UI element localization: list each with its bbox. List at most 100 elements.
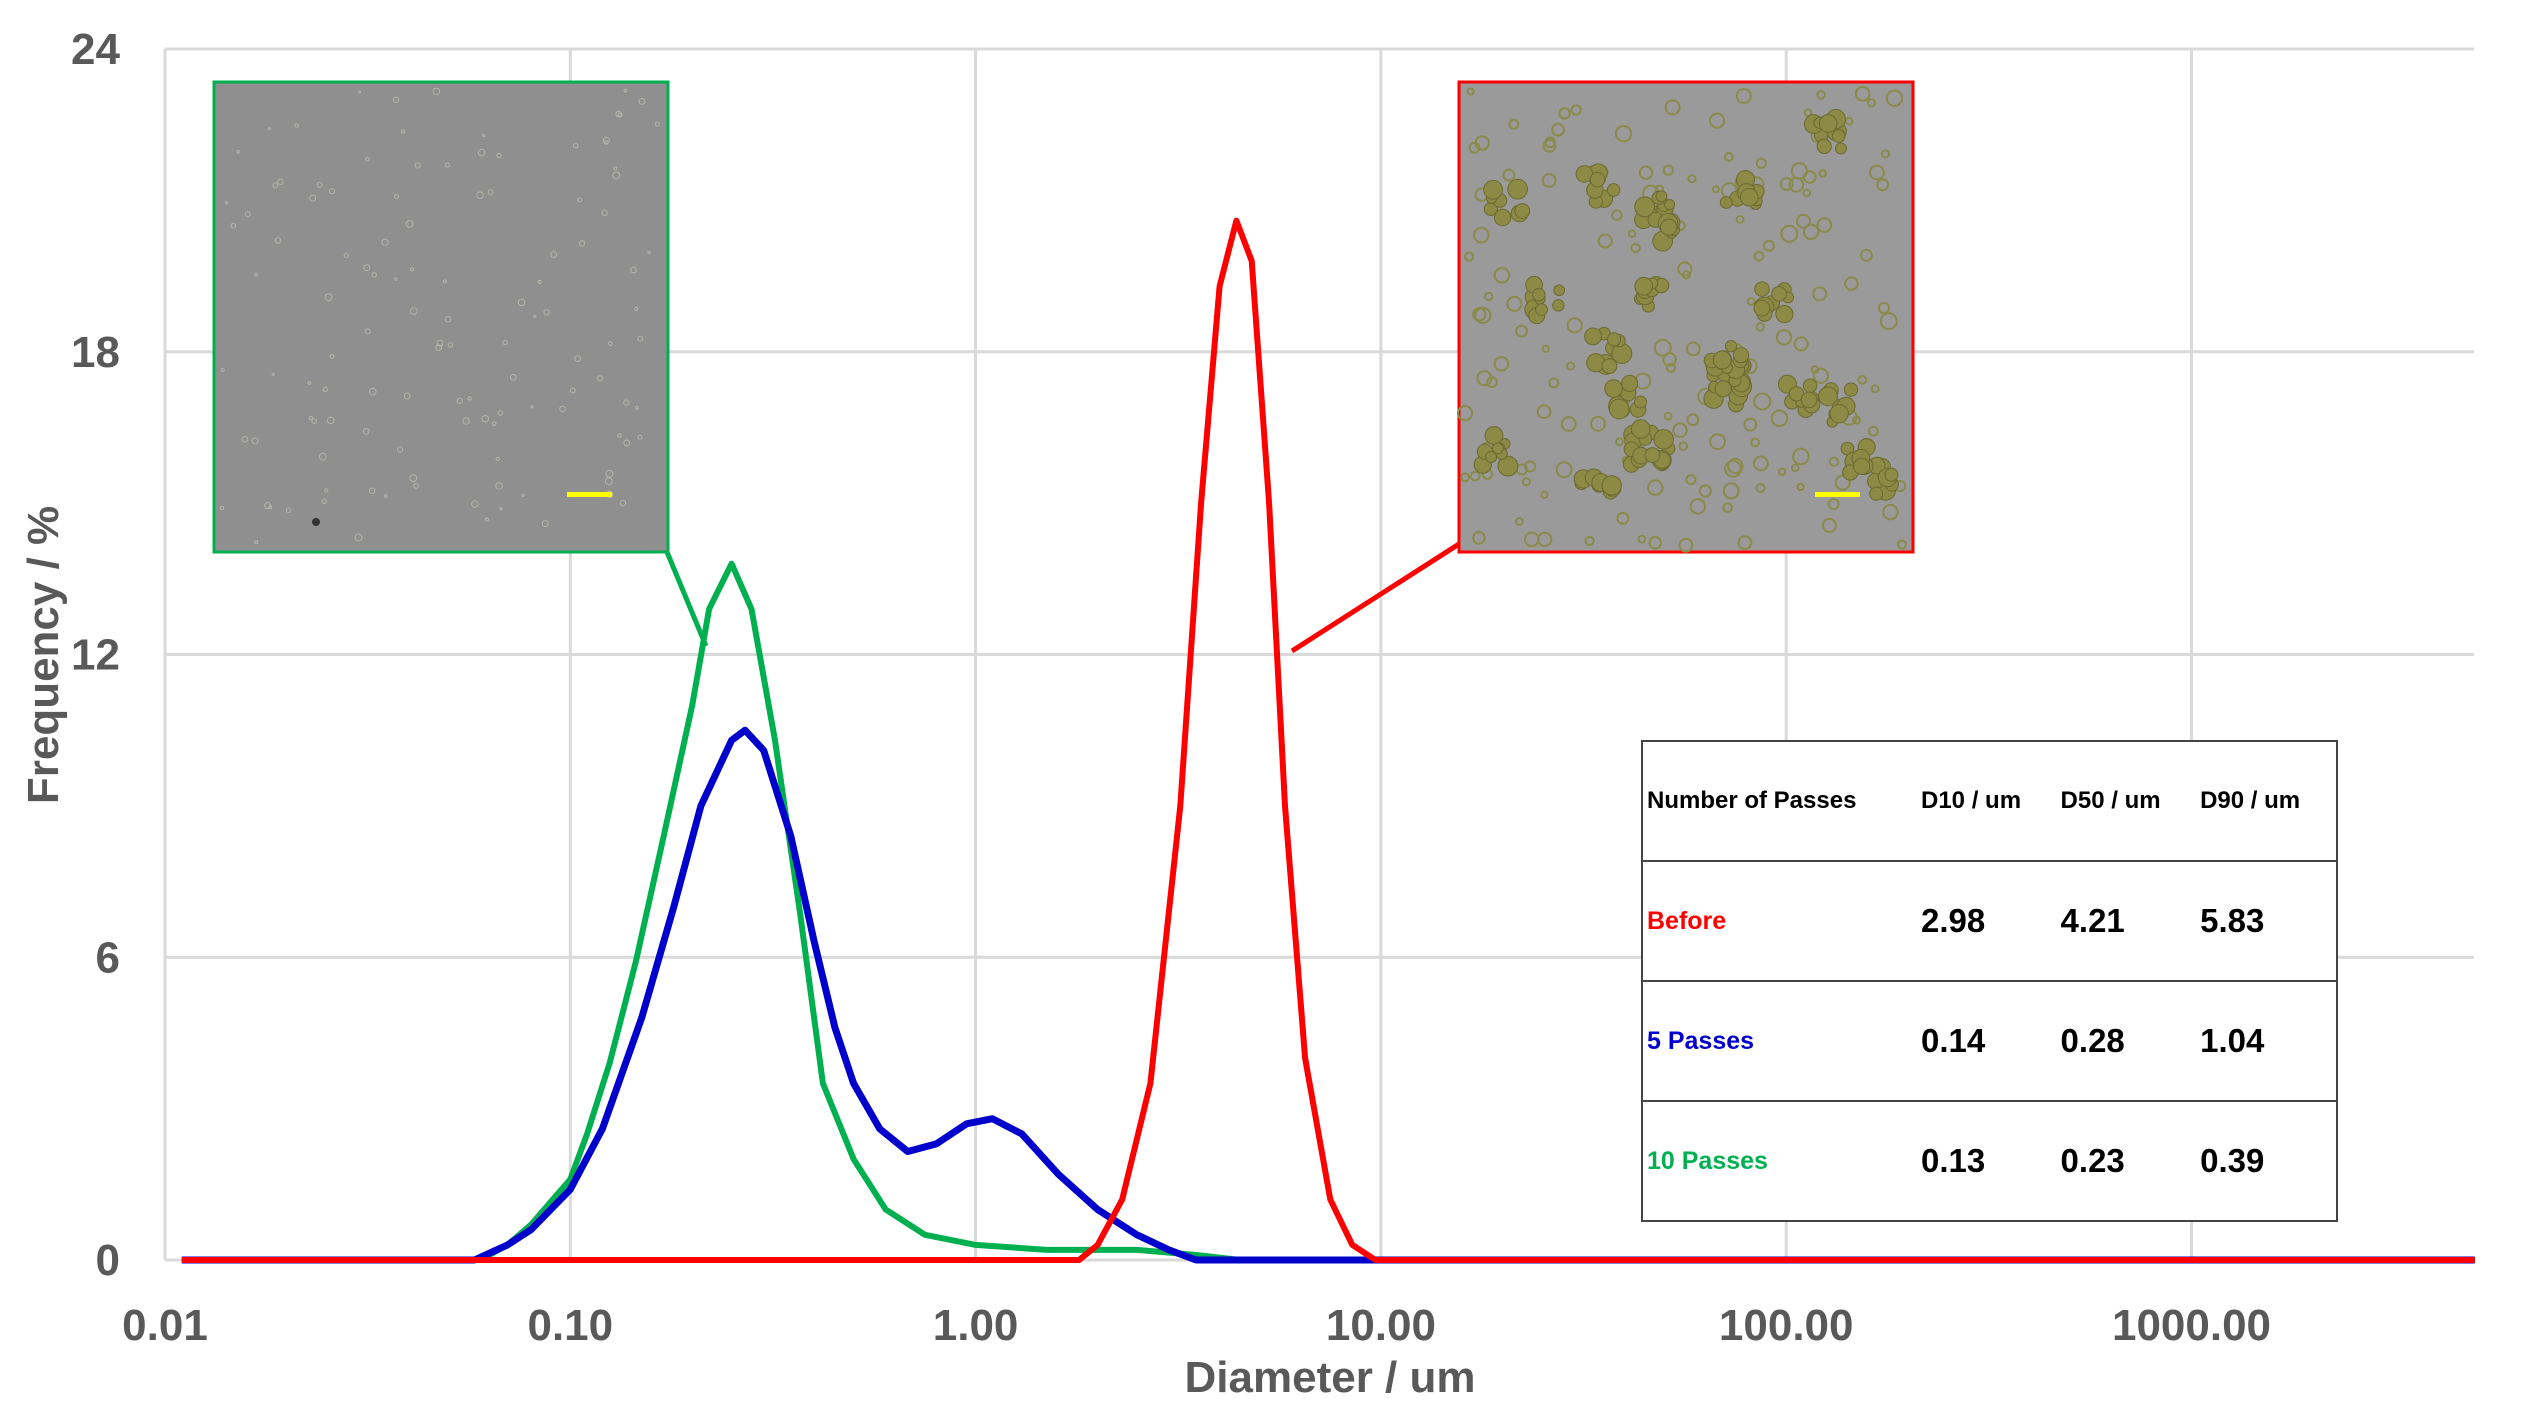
x-tick-label: 1000.00 — [2112, 1301, 2271, 1350]
particle — [623, 399, 630, 406]
particle — [393, 194, 399, 200]
particle — [477, 148, 486, 157]
particle — [541, 520, 549, 528]
aggregate — [1493, 208, 1512, 227]
particle — [1796, 482, 1805, 492]
particle — [219, 505, 225, 511]
particle — [381, 238, 389, 246]
table-row: Before 2.98 4.21 5.83 — [1642, 860, 2337, 981]
particle — [1870, 384, 1880, 394]
particle — [495, 456, 500, 462]
particle — [608, 341, 613, 347]
particle — [647, 250, 651, 255]
particle — [362, 428, 370, 435]
particle — [1614, 437, 1624, 447]
particle — [604, 140, 609, 145]
particle — [1880, 149, 1890, 159]
particle — [294, 123, 299, 128]
aggregate — [1719, 196, 1733, 209]
particle — [615, 110, 622, 118]
particle — [405, 220, 414, 228]
particle — [533, 314, 537, 318]
particle — [467, 396, 472, 401]
particle — [1476, 370, 1493, 387]
aggregate — [1714, 380, 1732, 398]
particle — [1537, 531, 1553, 548]
particle — [456, 397, 463, 404]
particle — [1724, 459, 1742, 478]
particle — [1818, 169, 1827, 178]
particle — [230, 222, 237, 229]
particle — [371, 272, 378, 278]
x-tick-label: 100.00 — [1719, 1301, 1854, 1350]
d10-value: 0.14 — [1917, 980, 2057, 1101]
particle — [1542, 139, 1557, 153]
particle — [354, 533, 363, 542]
particle — [1506, 295, 1523, 312]
particle — [1810, 365, 1820, 374]
aggregate — [1829, 403, 1849, 424]
d90-value: 1.04 — [2196, 980, 2337, 1101]
aggregate — [1634, 196, 1656, 218]
particle — [1827, 498, 1840, 511]
particle — [1859, 248, 1873, 262]
aggregate — [1843, 382, 1859, 397]
row-label-before: Before — [1642, 860, 1917, 981]
particle — [307, 381, 312, 385]
aggregate — [1771, 285, 1787, 302]
y-tick-label: 6 — [96, 933, 120, 982]
aggregate — [1831, 129, 1846, 143]
particle — [318, 452, 327, 461]
particle — [436, 339, 444, 347]
particle — [1879, 312, 1898, 331]
aggregate — [1816, 138, 1832, 154]
particle — [413, 483, 419, 489]
aggregate — [1601, 358, 1618, 375]
inset-connector-line — [1290, 541, 1461, 654]
particle — [1540, 490, 1549, 499]
particle — [1664, 99, 1681, 116]
particle — [1515, 324, 1528, 338]
particle — [1779, 177, 1794, 191]
particle — [1590, 415, 1606, 432]
aggregate — [1660, 218, 1678, 236]
aggregate — [1754, 281, 1770, 297]
particle — [1877, 301, 1891, 315]
particle — [482, 133, 486, 138]
particle — [1493, 356, 1510, 372]
particle — [1882, 503, 1899, 521]
particle — [1616, 511, 1630, 525]
particle — [1790, 463, 1800, 473]
particle — [1869, 164, 1885, 181]
particle — [1844, 276, 1859, 291]
aggregate — [1733, 347, 1750, 364]
particle — [462, 417, 470, 425]
particle — [574, 355, 581, 362]
particle — [403, 392, 411, 400]
particle — [517, 298, 526, 307]
particle — [244, 211, 251, 218]
particle — [623, 439, 631, 447]
particle — [491, 421, 497, 426]
particle — [1816, 217, 1833, 233]
particle — [324, 488, 329, 493]
particle — [396, 446, 404, 453]
particle — [414, 162, 421, 169]
particle — [1689, 498, 1706, 515]
particle — [1735, 87, 1752, 105]
particle — [1647, 479, 1664, 496]
aggregate — [1514, 203, 1531, 219]
particle — [1472, 226, 1490, 244]
table-row: 10 Passes 0.13 0.23 0.39 — [1642, 1100, 2337, 1221]
particle — [1555, 461, 1573, 479]
particle — [1558, 107, 1571, 120]
aggregate — [1739, 187, 1759, 207]
particle — [285, 507, 292, 513]
row-label-10-passes: 10 Passes — [1642, 1100, 1917, 1221]
aggregate — [1800, 391, 1818, 409]
series-line-before — [181, 217, 2475, 1263]
y-tick-label: 24 — [71, 25, 120, 74]
particle — [487, 189, 494, 196]
particle — [1750, 437, 1761, 448]
